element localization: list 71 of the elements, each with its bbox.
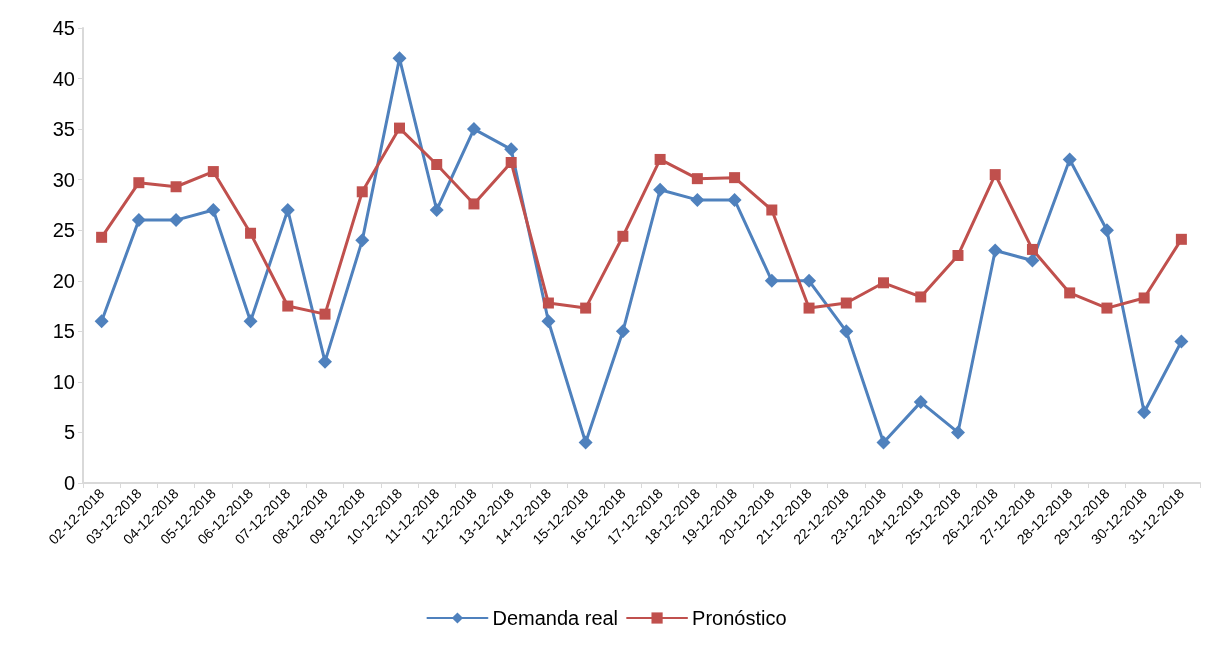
point bbox=[504, 142, 519, 157]
y-tick-label: 40 bbox=[52, 67, 75, 90]
point bbox=[578, 435, 593, 450]
point bbox=[802, 273, 817, 288]
point bbox=[1062, 152, 1077, 167]
point bbox=[96, 231, 108, 243]
point bbox=[1026, 243, 1038, 255]
y-tick-label: 25 bbox=[52, 219, 75, 242]
point bbox=[1175, 233, 1187, 245]
point bbox=[950, 425, 965, 440]
point bbox=[615, 324, 630, 339]
point bbox=[319, 308, 331, 320]
point bbox=[1099, 223, 1114, 238]
point bbox=[542, 297, 554, 309]
point bbox=[207, 166, 219, 178]
point bbox=[729, 172, 741, 184]
point bbox=[691, 173, 703, 185]
y-tick-label: 35 bbox=[52, 118, 75, 141]
point bbox=[243, 314, 258, 329]
point bbox=[280, 203, 295, 217]
point bbox=[355, 233, 370, 248]
point bbox=[429, 203, 444, 217]
point bbox=[1174, 334, 1189, 349]
point bbox=[541, 314, 556, 329]
point bbox=[206, 203, 221, 217]
point bbox=[915, 291, 927, 303]
point bbox=[952, 250, 964, 261]
point bbox=[356, 186, 368, 198]
y-tick-label: 10 bbox=[52, 370, 75, 393]
y-tick-label: 15 bbox=[52, 320, 75, 343]
y-tick-label: 45 bbox=[52, 17, 75, 39]
point bbox=[468, 198, 480, 210]
point bbox=[318, 354, 333, 369]
point bbox=[803, 302, 815, 314]
point bbox=[876, 435, 891, 450]
point bbox=[653, 182, 668, 197]
point bbox=[282, 300, 294, 312]
point bbox=[839, 324, 854, 339]
point bbox=[1138, 292, 1150, 304]
point bbox=[466, 122, 481, 137]
y-tick-label: 0 bbox=[63, 472, 75, 494]
legend-label: Pronóstico bbox=[692, 607, 787, 629]
point bbox=[245, 227, 257, 239]
point bbox=[169, 213, 184, 228]
point bbox=[1137, 405, 1152, 420]
point bbox=[1101, 302, 1113, 314]
point bbox=[170, 181, 182, 193]
point bbox=[690, 192, 705, 207]
point bbox=[1025, 253, 1040, 268]
point bbox=[989, 169, 1001, 181]
y-tick-label: 30 bbox=[52, 168, 75, 191]
point bbox=[766, 204, 778, 216]
point bbox=[840, 297, 852, 309]
point bbox=[764, 273, 779, 288]
point bbox=[133, 177, 145, 189]
legend-label: Demanda real bbox=[492, 607, 619, 629]
point bbox=[1064, 287, 1076, 299]
point bbox=[878, 277, 890, 289]
point bbox=[654, 153, 666, 165]
point bbox=[505, 156, 517, 168]
point bbox=[580, 302, 592, 314]
point bbox=[617, 230, 629, 242]
point bbox=[393, 122, 405, 134]
point bbox=[94, 314, 109, 329]
point bbox=[131, 213, 146, 228]
point bbox=[727, 192, 742, 207]
point bbox=[988, 243, 1003, 258]
point bbox=[913, 395, 928, 410]
y-tick-label: 5 bbox=[63, 421, 75, 444]
y-tick-label: 20 bbox=[52, 269, 75, 292]
point bbox=[431, 159, 443, 170]
